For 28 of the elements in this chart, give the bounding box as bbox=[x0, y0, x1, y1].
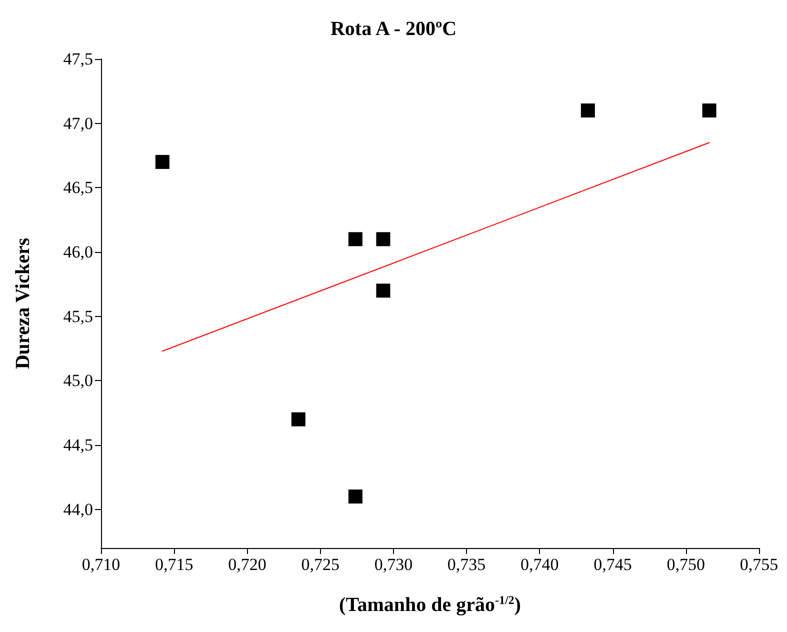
point bbox=[580, 103, 595, 118]
y-tick-label: 46,5 bbox=[63, 178, 93, 198]
x-tick-label: 0,725 bbox=[301, 555, 340, 574]
x-tick-label: 0,715 bbox=[154, 555, 194, 574]
x-tick-label: 0,745 bbox=[594, 555, 632, 574]
point bbox=[348, 490, 362, 504]
point bbox=[376, 232, 390, 246]
point bbox=[155, 154, 170, 169]
y-tick-label: 44,5 bbox=[63, 436, 93, 455]
point bbox=[702, 103, 716, 118]
x-tick-label: 0,755 bbox=[740, 555, 778, 574]
point bbox=[291, 412, 306, 426]
y-tick-label: 45,5 bbox=[63, 306, 93, 326]
x-tick-label: 0,730 bbox=[374, 555, 413, 574]
chart-title: Rota A - 200ºC bbox=[330, 18, 457, 40]
x-tick-label: 0,735 bbox=[447, 555, 486, 574]
y-tick-label: 45,0 bbox=[63, 371, 93, 390]
y-tick-label: 47,5 bbox=[63, 50, 93, 68]
x-tick-label: 0,710 bbox=[82, 555, 120, 574]
point bbox=[348, 232, 362, 246]
y-tick-label: 47,0 bbox=[63, 114, 93, 133]
y-tick-label: 46,0 bbox=[63, 242, 93, 262]
x-tick-label: 0,750 bbox=[666, 555, 706, 574]
y-axis-title: Dureza Vickers bbox=[12, 238, 34, 370]
y-tick-label: 44,0 bbox=[63, 500, 93, 519]
point bbox=[376, 284, 390, 298]
x-tick-label: 0,720 bbox=[228, 555, 266, 574]
x-tick-label: 0,740 bbox=[520, 555, 559, 574]
